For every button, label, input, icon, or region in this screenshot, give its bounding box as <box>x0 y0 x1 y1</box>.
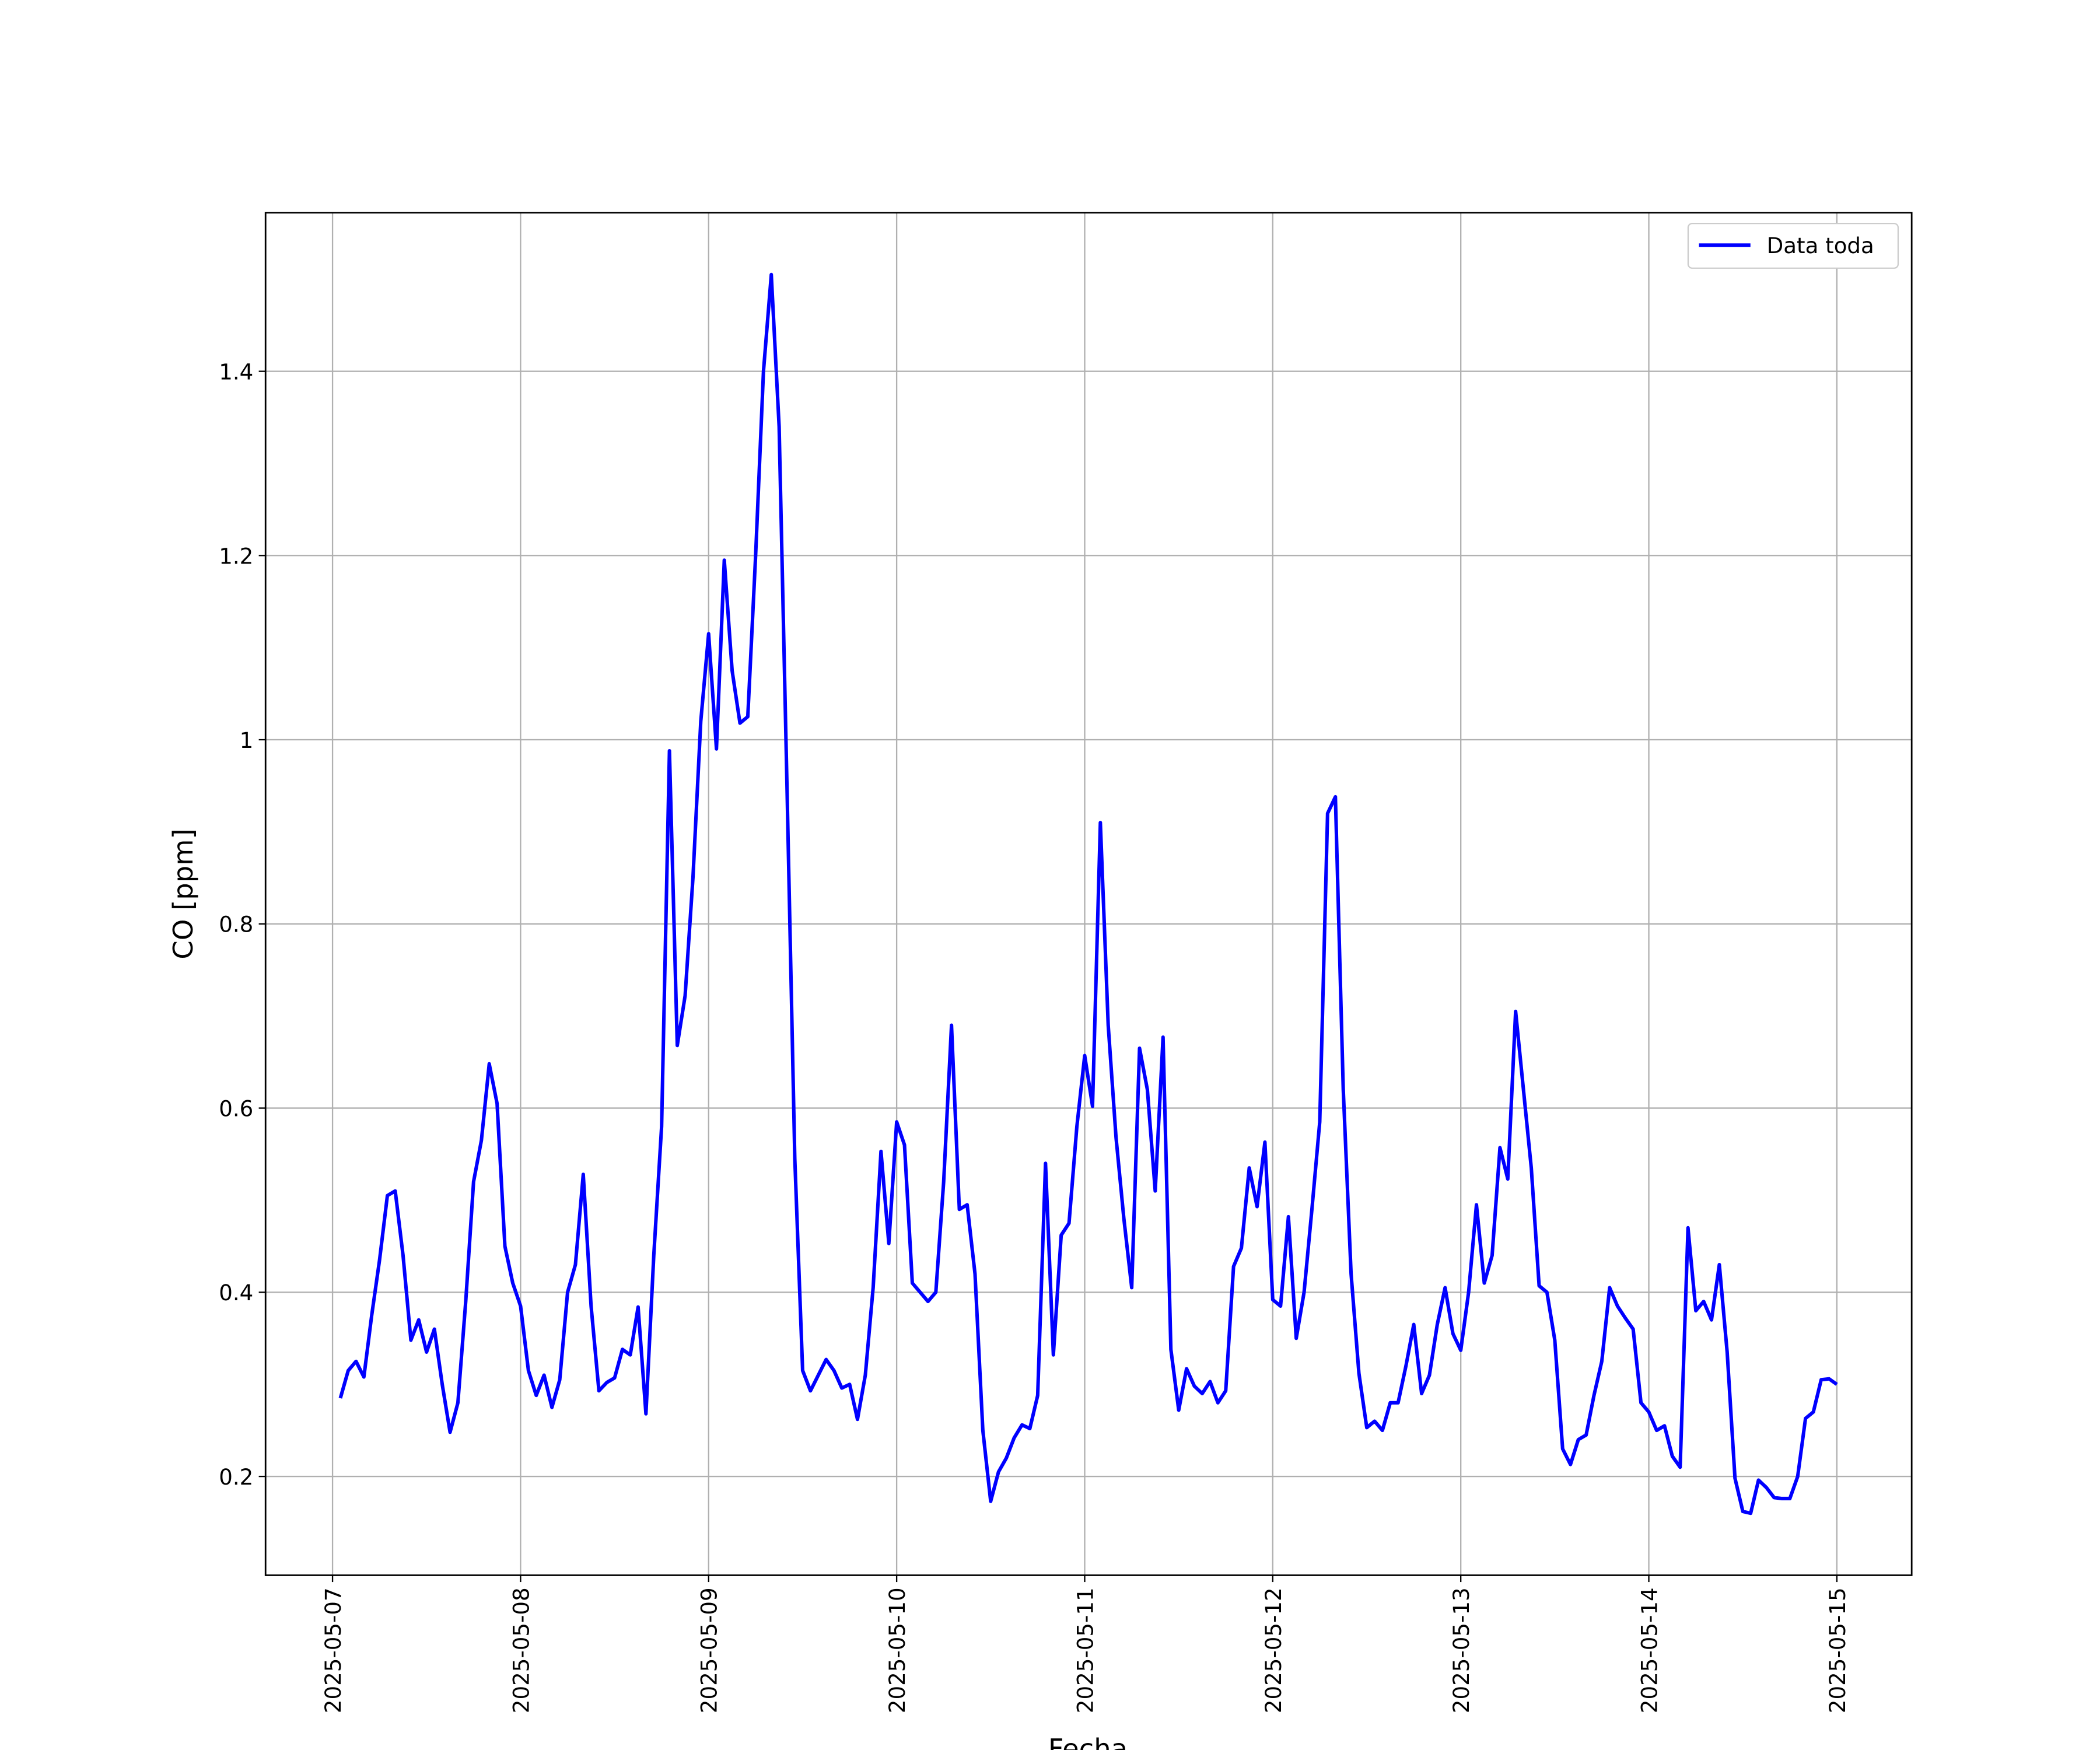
x-tick-label: 2025-05-14 <box>1637 1587 1662 1713</box>
y-tick-label: 1.2 <box>219 544 253 569</box>
x-tick-label: 2025-05-12 <box>1261 1587 1286 1713</box>
y-tick-label: 0.8 <box>219 912 253 937</box>
legend-label: Data toda <box>1767 233 1874 258</box>
y-tick-label: 1.4 <box>219 360 253 385</box>
data-line <box>338 272 1838 1516</box>
legend-box <box>1687 222 1899 269</box>
x-tick-label: 2025-05-15 <box>1825 1587 1850 1713</box>
x-tick-label: 2025-05-11 <box>1073 1587 1098 1713</box>
x-tick-label: 2025-05-07 <box>321 1587 346 1713</box>
legend: Data toda <box>1687 222 1899 269</box>
y-tick-label: 0.6 <box>219 1097 253 1122</box>
x-axis-label: Fecha <box>1048 1733 1128 1750</box>
x-tick-label: 2025-05-09 <box>697 1587 722 1713</box>
y-tick-label: 0.2 <box>219 1465 253 1490</box>
y-tick-label: 0.4 <box>219 1280 253 1306</box>
x-tick-label: 2025-05-13 <box>1449 1587 1474 1713</box>
y-tick-label: 1 <box>240 728 254 753</box>
x-tick-label: 2025-05-08 <box>509 1587 534 1713</box>
y-axis-label: CO [ppm] <box>167 828 199 959</box>
plot-frame <box>264 212 1913 1576</box>
x-tick-label: 2025-05-10 <box>885 1587 910 1713</box>
